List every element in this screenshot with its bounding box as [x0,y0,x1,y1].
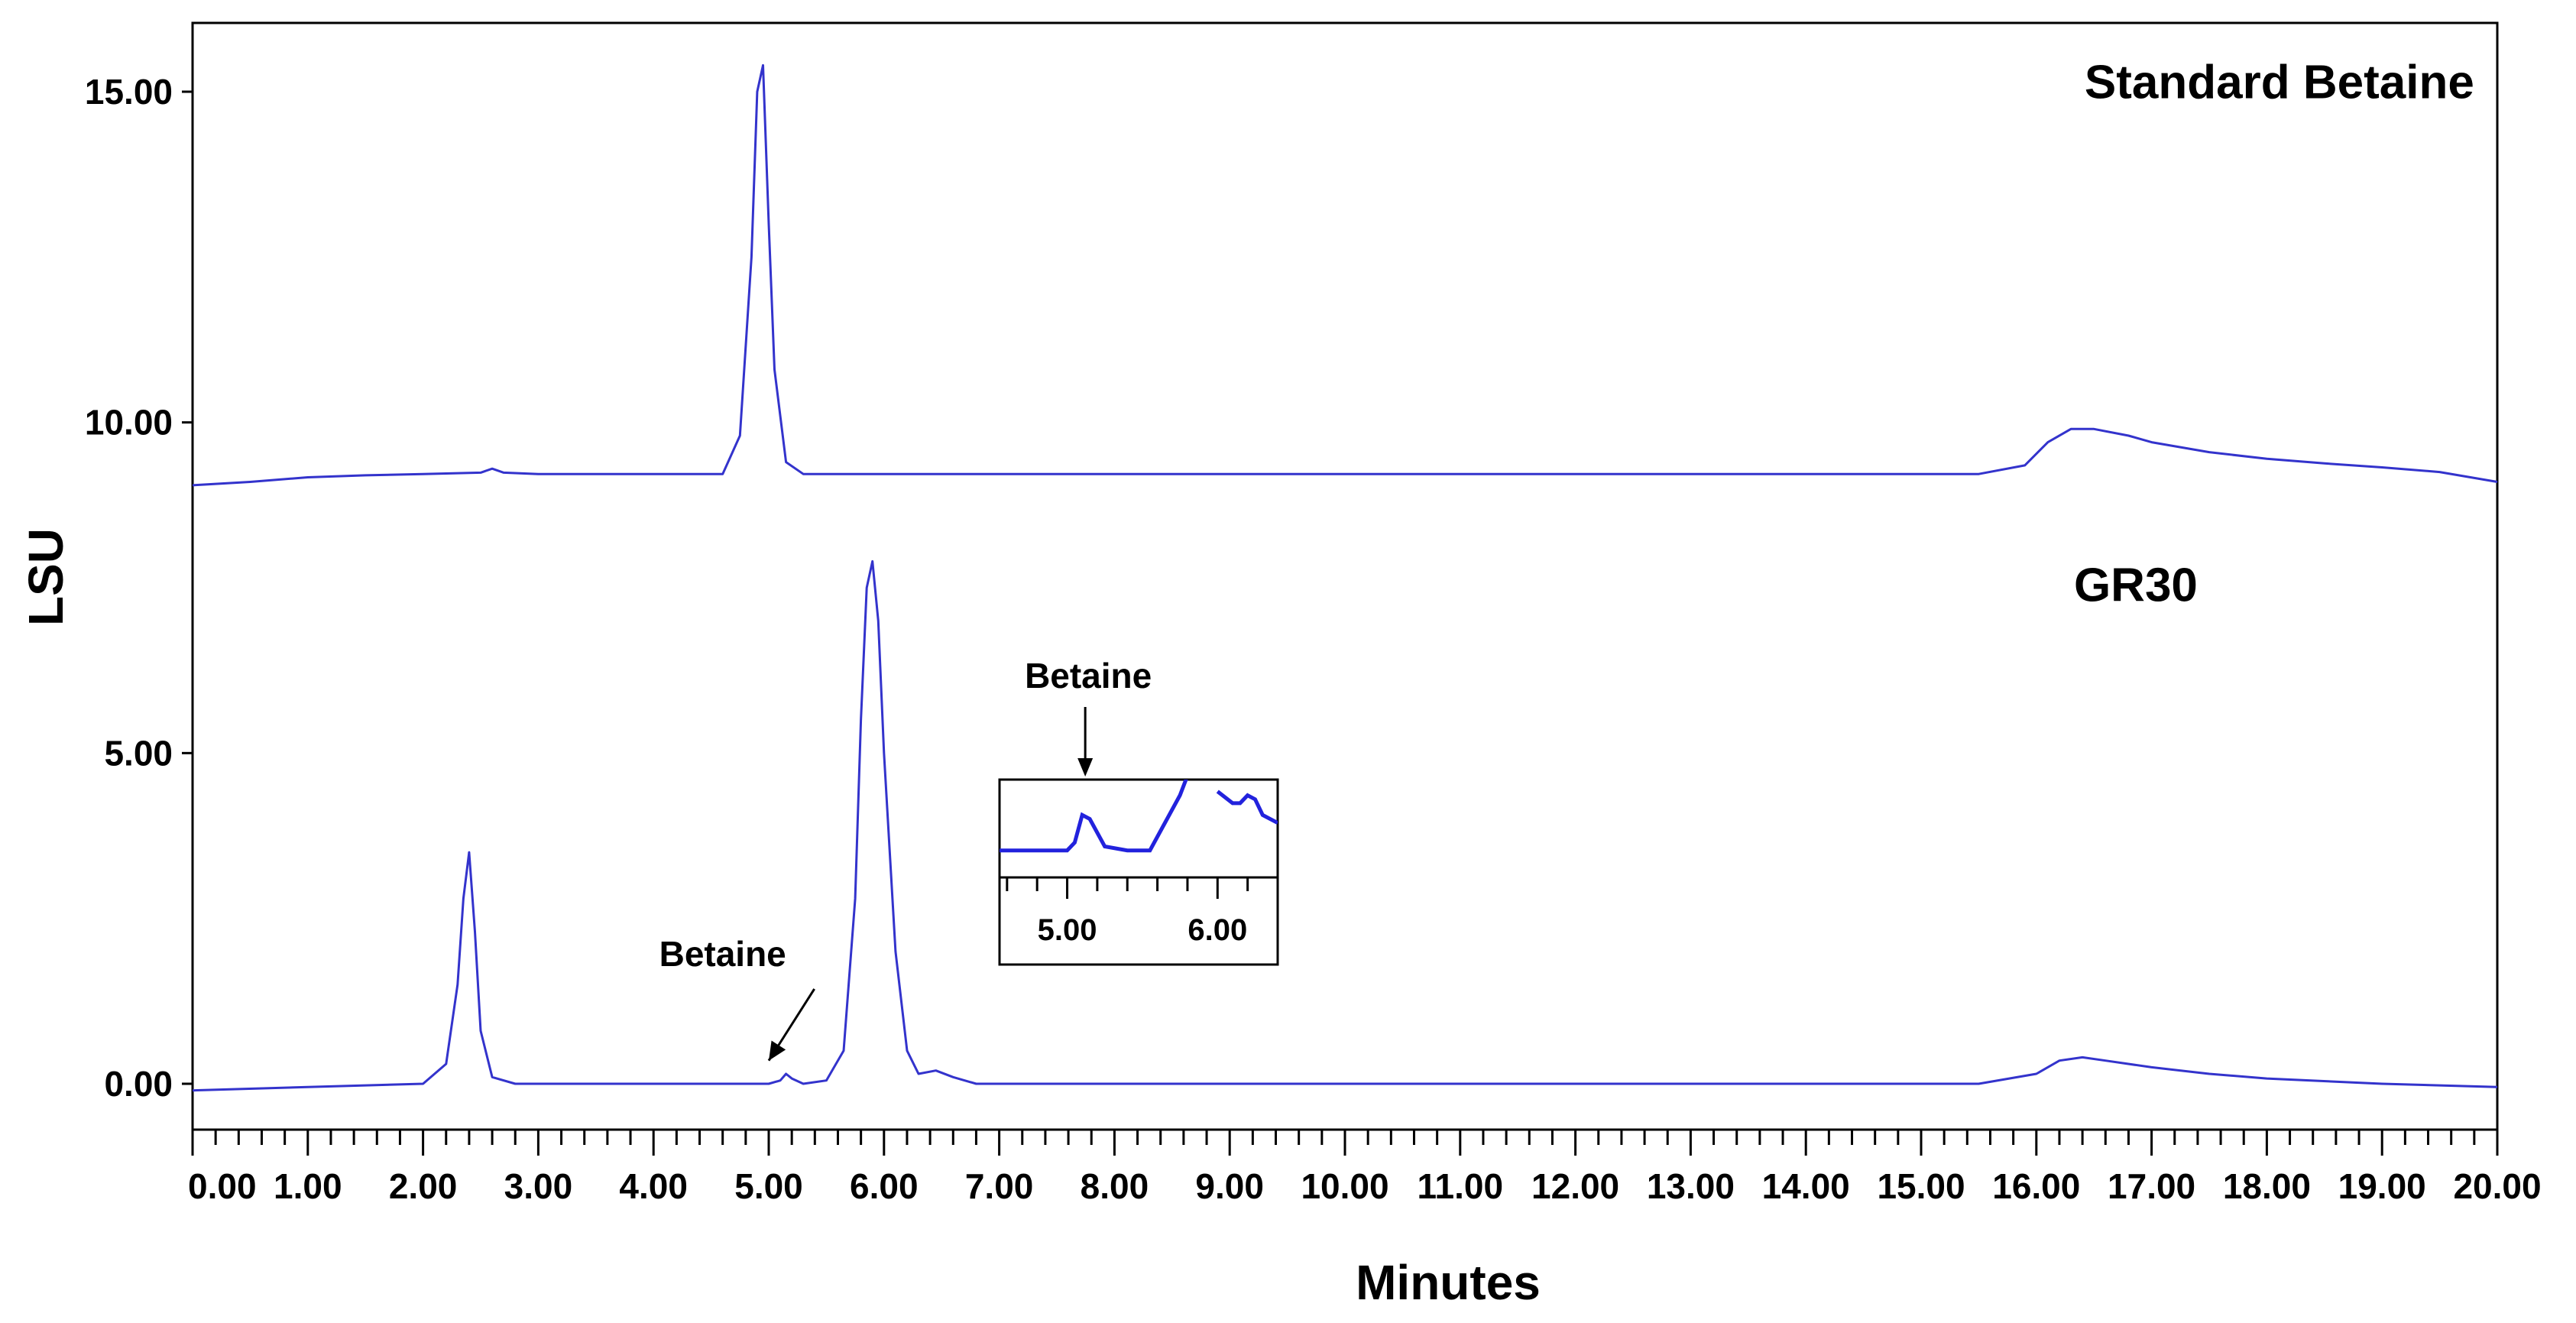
x-tick-label: 12.00 [1531,1166,1619,1206]
inset-annotation-label: Betaine [1025,656,1152,696]
series-label: GR30 [2074,559,2198,611]
x-tick-label: 14.00 [1762,1166,1850,1206]
x-tick-label: 16.00 [1992,1166,2080,1206]
x-tick-label: 13.00 [1647,1166,1735,1206]
annotation-layer: Standard Betaine GR30 Betaine [659,57,2474,1062]
x-tick-label: 10.00 [1301,1166,1388,1206]
x-axis: 0.00 1.00 2.00 3.00 4.00 5.00 6.00 7.00 8.00 9.00… [188,1128,2542,1206]
y-tick-label: 0.00 [104,1064,173,1104]
x-tick-label: 19.00 [2338,1166,2426,1206]
y-axis-title: LSU [18,528,73,626]
x-tick-label: 3.00 [504,1166,573,1206]
inset-annotation-arrowhead [1077,758,1094,777]
inset-x-tick-label: 5.00 [1038,913,1097,947]
x-tick-label: 7.00 [965,1166,1034,1206]
x-axis-title: Minutes [1356,1255,1541,1310]
inset-x-tick-label: 6.00 [1188,913,1247,947]
series-layer [192,63,2498,1092]
x-tick-label: 17.00 [2108,1166,2195,1206]
y-tick-label: 10.00 [85,403,173,443]
y-axis: 0.00 5.00 10.00 15.00 [85,72,193,1104]
x-tick-label: 2.00 [389,1166,458,1206]
inset-series-line [1000,780,1278,853]
annotation-arrowhead [769,1040,786,1061]
x-tick-label: 8.00 [1081,1166,1149,1206]
x-tick-label: 9.00 [1195,1166,1264,1206]
annotation-label: Betaine [659,934,786,974]
x-tick-label: 0.00 [188,1166,257,1206]
x-tick-label: 5.00 [734,1166,803,1206]
y-tick-label: 15.00 [85,72,173,112]
x-tick-label: 1.00 [274,1166,342,1206]
x-tick-label: 18.00 [2223,1166,2311,1206]
x-tick-label: 11.00 [1418,1166,1504,1206]
series-line-gr30 [192,559,2498,1092]
series-line-standard-betaine [192,63,2498,487]
x-tick-label: 15.00 [1877,1166,1965,1206]
y-tick-label: 5.00 [104,733,173,773]
inset: 5.00 6.00 Betaine [998,656,1279,966]
x-tick-label: 20.00 [2453,1166,2541,1206]
x-tick-label: 6.00 [850,1166,919,1206]
x-tick-label: 4.00 [619,1166,688,1206]
inset-frame [998,778,1279,966]
series-label: Standard Betaine [2085,57,2474,109]
